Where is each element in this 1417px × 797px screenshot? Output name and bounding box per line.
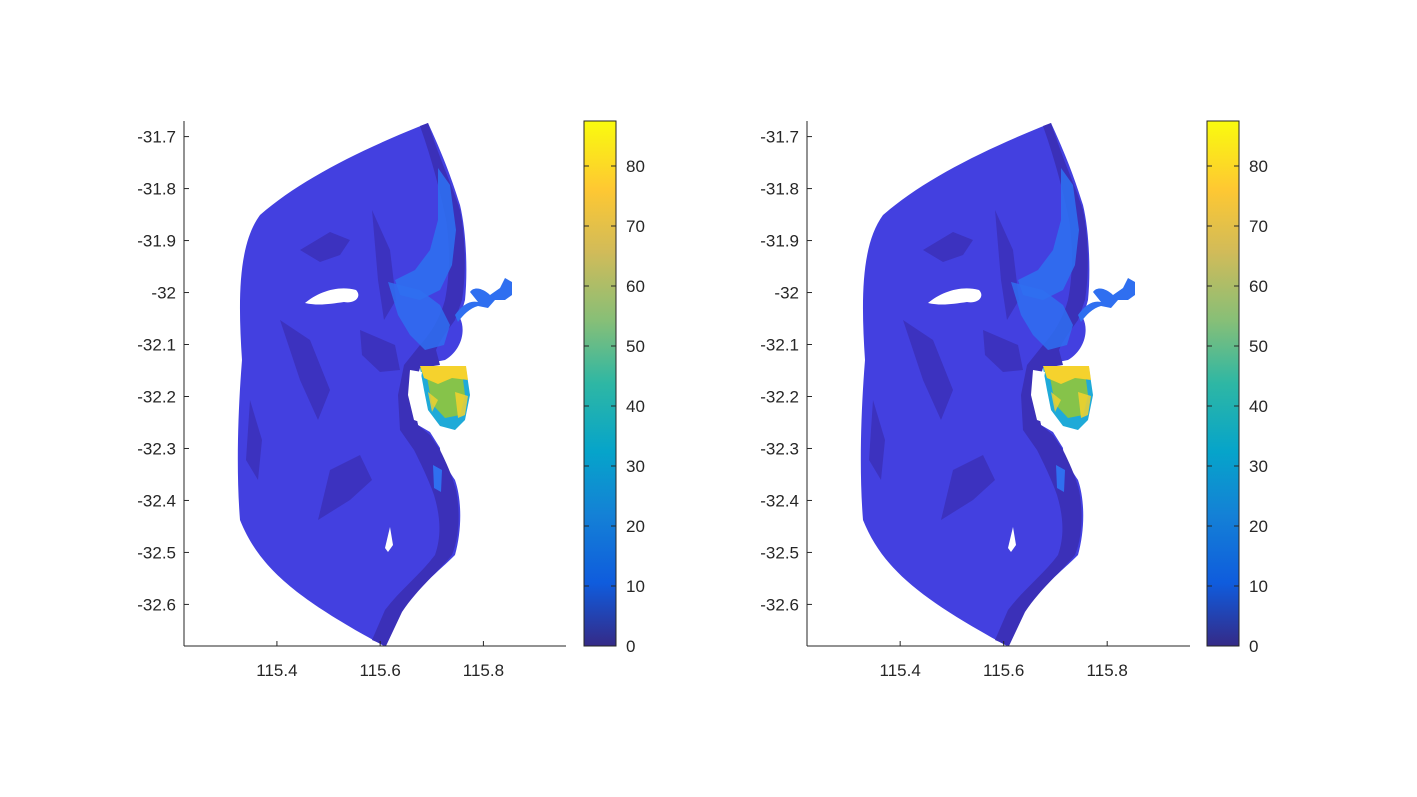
domain-map [860, 123, 1135, 646]
nearshore-patch [1011, 282, 1073, 350]
y-tick-label: -32.1 [137, 336, 176, 355]
island-hole [385, 527, 393, 552]
estuary [455, 278, 512, 322]
colorbar-tick-label: 40 [1249, 397, 1268, 416]
dark-patch [869, 400, 885, 480]
coastline-gap [408, 370, 428, 425]
colorbar-gradient [1206, 120, 1240, 647]
colorbar-tick-label: 0 [626, 637, 635, 656]
y-tick-label: -32.5 [760, 543, 799, 562]
y-tick-label: -31.8 [137, 180, 176, 199]
island-hole [1008, 527, 1016, 552]
dark-patch [903, 320, 953, 420]
y-tick-label: -31.9 [137, 232, 176, 251]
nearshore-patch [395, 168, 456, 300]
dark-coastal-band [372, 123, 465, 646]
dark-patch [941, 455, 995, 520]
colorbar: 0 10 20 30 40 50 60 70 80 [583, 120, 645, 656]
x-tick-label: 115.6 [983, 661, 1024, 680]
colorbar-tick-label: 10 [626, 577, 645, 596]
y-tick-label: -32.6 [760, 595, 799, 614]
estuary [1078, 278, 1135, 322]
x-tick-label: 115.8 [463, 661, 504, 680]
colorbar-tick-label: 30 [626, 457, 645, 476]
x-tick-label: 115.4 [880, 661, 921, 680]
y-tick-label: -32.4 [760, 491, 799, 510]
dark-patch [280, 320, 330, 420]
nearshore-patch [388, 282, 450, 350]
colorbar-tick-label: 20 [626, 517, 645, 536]
y-tick-label: -32.3 [137, 439, 176, 458]
y-tick-label: -31.9 [760, 232, 799, 251]
colorbar-tick-label: 30 [1249, 457, 1268, 476]
y-tick-label: -32.1 [760, 336, 799, 355]
axes: -31.7 -31.8 -31.9 -32 -32.1 -32.2 -32.3 -32.4 -3… [760, 121, 1190, 680]
domain-field [860, 123, 1090, 646]
colorbar: 0 10 20 30 40 50 60 70 80 [1206, 120, 1268, 656]
colorbar-tick-label: 60 [626, 277, 645, 296]
dark-patch [300, 232, 350, 262]
y-tick-label: -32.4 [137, 491, 176, 510]
colorbar-tick-label: 0 [1249, 637, 1258, 656]
left-panel: -31.7 -31.8 -31.9 -32 -32.1 -32.2 -32.3 -32.4 -3… [137, 120, 645, 680]
y-tick-label: -32 [151, 284, 176, 303]
x-tick-label: 115.6 [360, 661, 401, 680]
y-tick-label: -31.7 [137, 128, 176, 147]
colorbar-tick-label: 80 [626, 157, 645, 176]
dark-patch [923, 232, 973, 262]
dark-patch [983, 330, 1023, 372]
colorbar-gradient [583, 120, 617, 647]
y-tick-label: -32.3 [760, 439, 799, 458]
colorbar-tick-label: 60 [1249, 277, 1268, 296]
colorbar-tick-label: 20 [1249, 517, 1268, 536]
nearshore-patch [1018, 168, 1079, 300]
x-tick-label: 115.4 [256, 661, 297, 680]
axes: -31.7 -31.8 -31.9 -32 -32.1 -32.2 -32.3 -32.4 -3… [137, 121, 566, 680]
island-hole [928, 288, 982, 305]
dark-coastal-band [995, 123, 1088, 646]
nearshore-patch [433, 465, 442, 492]
colorbar-tick-label: 40 [626, 397, 645, 416]
dark-patch [372, 210, 396, 320]
dark-patch [360, 330, 400, 372]
y-tick-label: -32.2 [760, 387, 799, 406]
colorbar-tick-label: 70 [626, 217, 645, 236]
dark-patch [318, 455, 372, 520]
colorbar-tick-label: 10 [1249, 577, 1268, 596]
high-value-zone [1043, 366, 1093, 430]
high-value-zone [420, 366, 470, 430]
coastline-gap [1031, 370, 1051, 425]
colorbar-tick-label: 50 [626, 337, 645, 356]
right-panel: -31.7 -31.8 -31.9 -32 -32.1 -32.2 -32.3 -32.4 -3… [760, 120, 1268, 680]
y-tick-label: -32 [774, 284, 799, 303]
y-tick-label: -32.2 [137, 387, 176, 406]
y-tick-label: -32.5 [137, 543, 176, 562]
domain-map [237, 123, 512, 646]
dark-patch [246, 400, 262, 480]
y-tick-label: -31.8 [760, 180, 799, 199]
colorbar-tick-label: 70 [1249, 217, 1268, 236]
y-tick-label: -31.7 [760, 128, 799, 147]
island-hole [305, 288, 359, 305]
domain-field [237, 123, 467, 646]
x-tick-label: 115.8 [1087, 661, 1128, 680]
colorbar-tick-label: 50 [1249, 337, 1268, 356]
colorbar-tick-label: 80 [1249, 157, 1268, 176]
y-tick-label: -32.6 [137, 595, 176, 614]
dark-patch [995, 210, 1019, 320]
nearshore-patch [1056, 465, 1065, 492]
